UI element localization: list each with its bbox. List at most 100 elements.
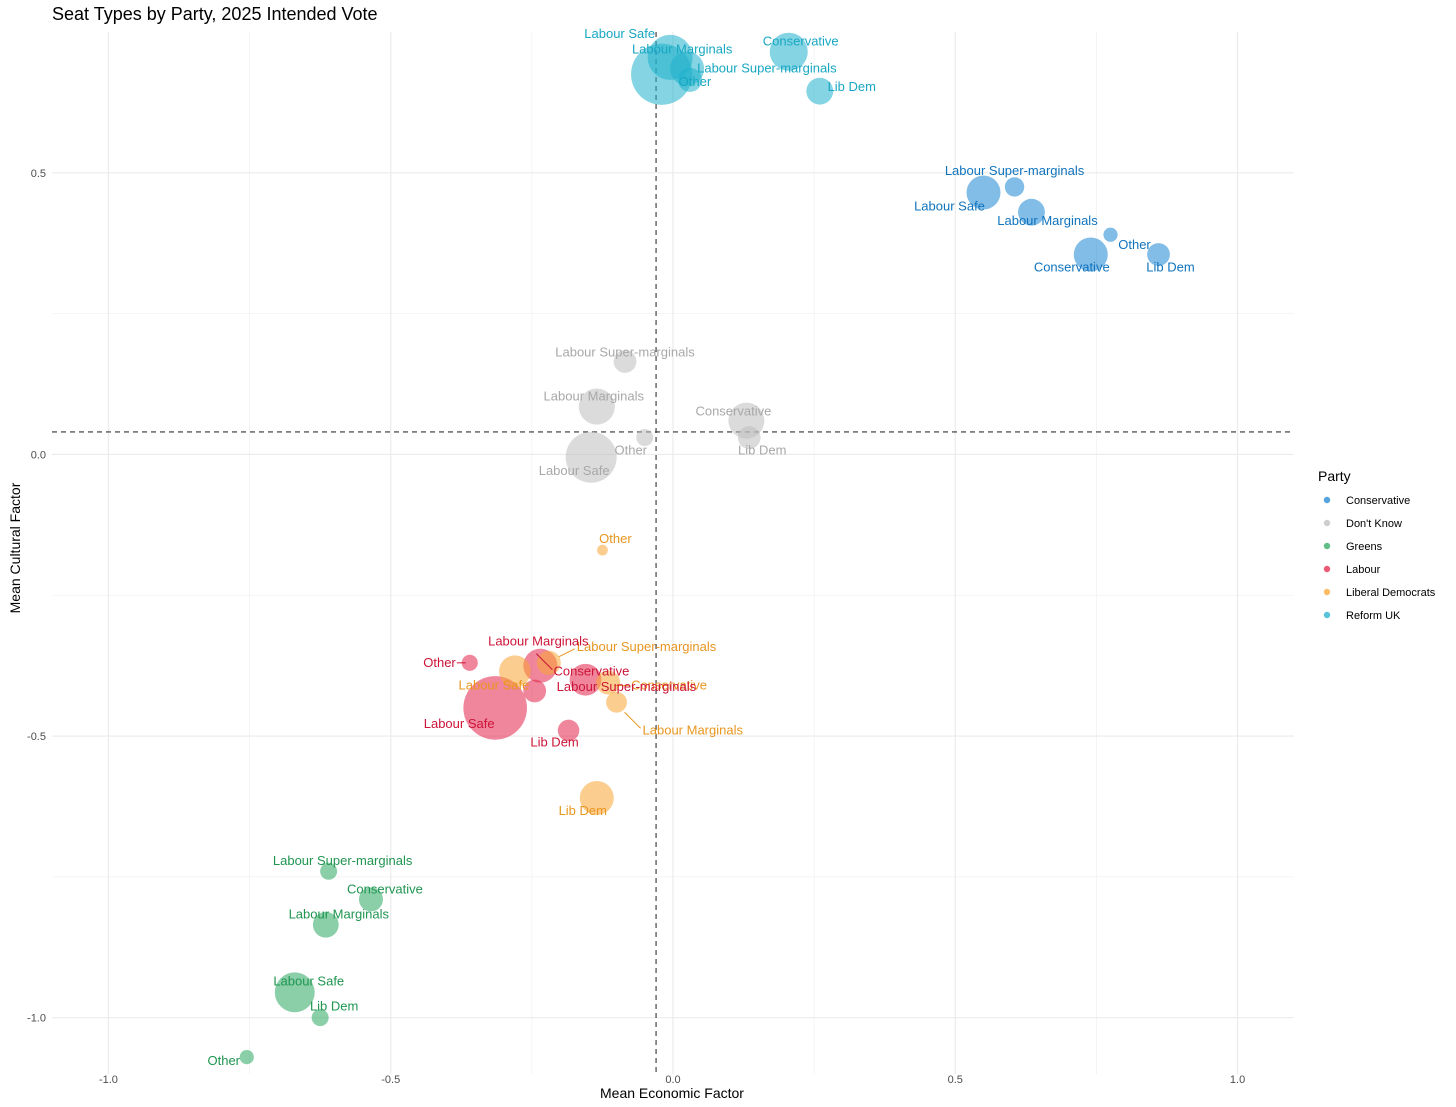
point-label: Conservative — [347, 881, 423, 896]
point-label: Labour Marginals — [997, 213, 1098, 228]
label-leader-line — [558, 648, 576, 658]
bubble-conservative-conservative — [1073, 237, 1108, 272]
bubble-labour-labour-safe — [463, 676, 527, 740]
bubble-don-t-know-labour-marginals — [578, 388, 615, 425]
bubble-conservative-other — [1103, 227, 1118, 242]
legend-key — [1323, 519, 1331, 527]
point-label: Lib Dem — [1146, 259, 1194, 274]
point-label: Other — [423, 655, 456, 670]
bubble-conservative-labour-super-marginals — [1004, 177, 1025, 197]
point-label: Labour Marginals — [643, 722, 744, 737]
point-label: Labour Super-marginals — [273, 853, 413, 868]
legend: Party Conservative Don't Know Greens Labour… — [1318, 468, 1436, 622]
legend-label: Greens — [1346, 541, 1383, 553]
point-label: Labour Marginals — [289, 907, 390, 922]
label-leader-line — [624, 711, 641, 729]
y-tick-label: -0.5 — [27, 731, 46, 743]
point-label: Labour Safe — [584, 26, 655, 41]
point-label: Labour Safe — [424, 716, 495, 731]
bubble-don-t-know-other — [636, 429, 654, 447]
point-label: Lib Dem — [559, 803, 607, 818]
y-axis-label: Mean Cultural Factor — [7, 482, 23, 613]
point-label: Lib Dem — [310, 999, 358, 1014]
bubble-greens-lib-dem — [311, 1009, 329, 1027]
point-label: Labour Super-marginals — [577, 639, 717, 654]
legend-key — [1323, 611, 1331, 619]
reference-lines — [52, 32, 1294, 1074]
bubble-greens-other — [239, 1049, 254, 1065]
bubble-liberal-democrats-labour-marginals — [606, 691, 627, 713]
point-label: Labour Marginals — [632, 41, 733, 56]
point-label: Labour Safe — [539, 463, 610, 478]
point-label: Lib Dem — [738, 443, 786, 458]
point-label: Labour Marginals — [488, 634, 589, 649]
point-label: Labour Super-marginals — [555, 344, 695, 359]
bubble-greens-labour-super-marginals — [320, 862, 338, 880]
point-label: Other — [599, 531, 632, 546]
legend-label: Labour — [1346, 564, 1381, 576]
legend-key — [1323, 565, 1331, 573]
y-tick-label: 0.0 — [31, 449, 46, 461]
y-tick-label: -1.0 — [27, 1013, 46, 1025]
legend-key — [1323, 496, 1331, 504]
legend-key — [1323, 588, 1331, 596]
point-label: Labour Super-marginals — [557, 679, 697, 694]
bubble-liberal-democrats-lib-dem — [579, 781, 614, 816]
point-label: Other — [1118, 237, 1151, 252]
bubble-reform-uk-other — [677, 67, 702, 92]
bubble-conservative-lib-dem — [1147, 243, 1170, 266]
legend-key — [1323, 542, 1331, 550]
axis-ticks: -1.0 -0.5 0.0 0.5 1.0 -1.0 -0.5 0.0 0.5 — [27, 168, 1245, 1086]
point-label: Other — [679, 74, 712, 89]
bubble-don-t-know-lib-dem — [737, 426, 761, 449]
x-tick-label: 1.0 — [1230, 1074, 1245, 1086]
bubble-conservative-labour-safe — [966, 175, 1001, 210]
legend-label: Conservative — [1346, 495, 1410, 507]
bubble-greens-labour-marginals — [312, 911, 339, 938]
label-leader-line — [535, 653, 553, 671]
point-label: Labour Marginals — [544, 389, 645, 404]
bubble-liberal-democrats-other — [597, 544, 608, 556]
bubble-labour-labour-super-marginals — [523, 679, 547, 703]
point-label: Conservative — [631, 678, 707, 693]
legend-label: Liberal Democrats — [1346, 587, 1436, 599]
x-tick-label: -1.0 — [99, 1074, 118, 1086]
x-tick-label: -0.5 — [381, 1074, 400, 1086]
point-label: Conservative — [695, 404, 771, 419]
bubble-don-t-know-labour-safe — [565, 431, 617, 483]
point-label: Labour Safe — [914, 199, 985, 214]
legend-label: Don't Know — [1346, 518, 1402, 530]
point-label: Labour Safe — [273, 973, 344, 988]
bubble-labour-conservative — [569, 663, 602, 696]
point-label: Other — [615, 443, 648, 458]
chart-title: Seat Types by Party, 2025 Intended Vote — [52, 4, 378, 24]
bubble-greens-labour-safe — [274, 972, 315, 1013]
point-label: Other — [208, 1053, 241, 1068]
bubbles — [239, 32, 1170, 1065]
legend-label: Reform UK — [1346, 610, 1401, 622]
legend-title: Party — [1318, 468, 1351, 484]
bubble-labour-other — [461, 654, 478, 671]
point-label: Labour Super-marginals — [945, 163, 1085, 178]
major-gridlines — [52, 32, 1294, 1074]
bubble-liberal-democrats-labour-safe — [499, 655, 531, 688]
x-tick-label: 0.5 — [948, 1074, 963, 1086]
bubble-liberal-democrats-conservative — [596, 670, 621, 695]
bubble-don-t-know-labour-super-marginals — [613, 350, 637, 373]
point-label: Conservative — [763, 34, 839, 49]
bubble-conservative-labour-marginals — [1018, 198, 1045, 226]
point-label: Labour Safe — [459, 677, 530, 692]
point-label: Lib Dem — [828, 79, 876, 94]
bubble-reform-uk-conservative — [769, 32, 808, 71]
point-label: Labour Super-marginals — [697, 61, 837, 76]
x-axis-label: Mean Economic Factor — [600, 1085, 744, 1101]
x-tick-label: 0.0 — [665, 1074, 680, 1086]
point-label: Conservative — [1034, 259, 1110, 274]
bubble-liberal-democrats-labour-super-marginals — [536, 650, 561, 675]
point-label: Lib Dem — [530, 734, 578, 749]
y-tick-label: 0.5 — [31, 168, 46, 180]
bubble-greens-conservative — [358, 887, 383, 912]
bubble-reform-uk-lib-dem — [806, 77, 834, 105]
